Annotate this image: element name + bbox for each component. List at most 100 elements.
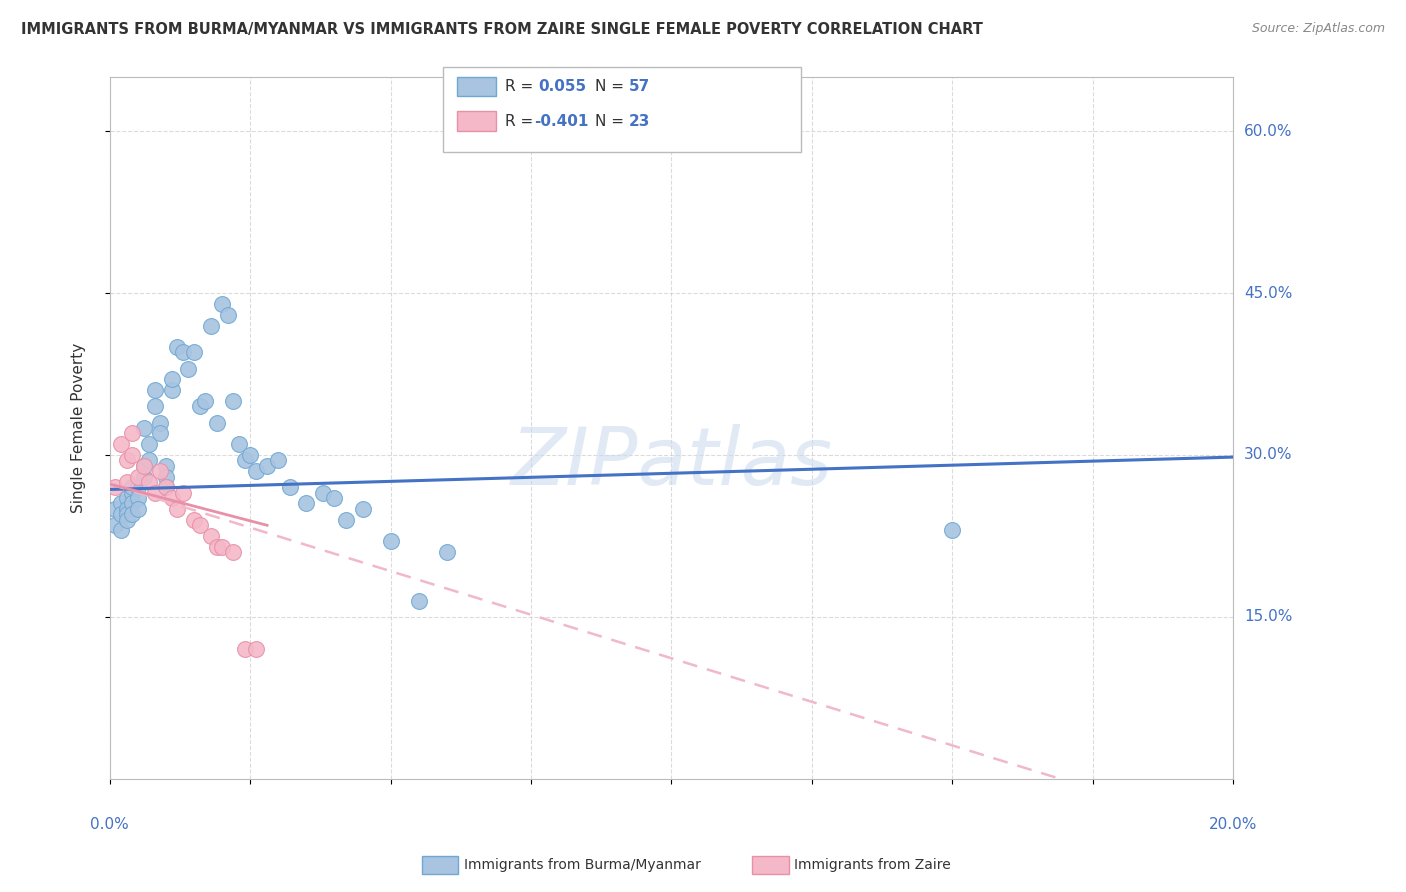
Text: 23: 23: [628, 114, 650, 128]
Point: [172, 345, 194, 359]
Point: [222, 545, 245, 559]
Point: [352, 501, 374, 516]
Point: [132, 421, 155, 435]
Point: [104, 501, 127, 516]
Point: [245, 464, 267, 478]
Point: [172, 485, 194, 500]
Point: [256, 458, 278, 473]
Point: [121, 426, 143, 441]
Point: [188, 518, 211, 533]
Text: 0.0%: 0.0%: [90, 817, 129, 832]
Point: [205, 540, 228, 554]
Point: [312, 485, 335, 500]
Point: [149, 464, 172, 478]
Text: 57: 57: [628, 79, 650, 94]
Point: [127, 469, 149, 483]
Point: [217, 308, 239, 322]
Point: [121, 448, 143, 462]
Text: 15.0%: 15.0%: [1244, 609, 1292, 624]
Point: [143, 400, 166, 414]
Text: 20.0%: 20.0%: [1209, 817, 1257, 832]
Point: [121, 485, 143, 500]
Point: [205, 416, 228, 430]
Point: [295, 496, 318, 510]
Point: [200, 529, 222, 543]
Point: [127, 480, 149, 494]
Point: [138, 475, 160, 489]
Point: [143, 383, 166, 397]
Point: [166, 340, 188, 354]
Point: [228, 437, 250, 451]
Text: R =: R =: [505, 114, 538, 128]
Point: [177, 361, 200, 376]
Text: 0.055: 0.055: [538, 79, 586, 94]
Point: [110, 437, 132, 451]
Point: [115, 508, 138, 522]
Point: [155, 480, 177, 494]
Text: Source: ZipAtlas.com: Source: ZipAtlas.com: [1251, 22, 1385, 36]
Point: [278, 480, 301, 494]
Point: [143, 485, 166, 500]
Point: [104, 480, 127, 494]
Point: [335, 513, 357, 527]
Point: [408, 593, 430, 607]
Point: [121, 480, 143, 494]
Point: [188, 400, 211, 414]
Point: [149, 416, 172, 430]
Text: Immigrants from Burma/Myanmar: Immigrants from Burma/Myanmar: [464, 858, 700, 872]
Point: [138, 453, 160, 467]
Point: [160, 383, 183, 397]
Point: [115, 513, 138, 527]
Point: [194, 394, 217, 409]
Point: [211, 540, 233, 554]
Point: [211, 297, 233, 311]
Point: [115, 491, 138, 505]
Point: [149, 426, 172, 441]
Point: [323, 491, 346, 505]
Point: [200, 318, 222, 333]
Text: N =: N =: [595, 79, 628, 94]
Text: R =: R =: [505, 79, 543, 94]
Point: [155, 480, 177, 494]
Point: [110, 524, 132, 538]
Point: [222, 394, 245, 409]
Point: [233, 453, 256, 467]
Point: [245, 642, 267, 657]
Point: [132, 469, 155, 483]
Point: [121, 496, 143, 510]
Point: [183, 345, 205, 359]
Point: [155, 458, 177, 473]
Point: [115, 453, 138, 467]
Point: [115, 501, 138, 516]
Text: -0.401: -0.401: [534, 114, 589, 128]
Point: [436, 545, 458, 559]
Text: 60.0%: 60.0%: [1244, 124, 1292, 139]
Point: [267, 453, 290, 467]
Point: [132, 458, 155, 473]
Point: [121, 508, 143, 522]
Point: [155, 469, 177, 483]
Point: [127, 491, 149, 505]
Point: [380, 534, 402, 549]
Point: [127, 501, 149, 516]
Point: [115, 475, 138, 489]
Point: [110, 496, 132, 510]
Point: [160, 372, 183, 386]
Text: IMMIGRANTS FROM BURMA/MYANMAR VS IMMIGRANTS FROM ZAIRE SINGLE FEMALE POVERTY COR: IMMIGRANTS FROM BURMA/MYANMAR VS IMMIGRA…: [21, 22, 983, 37]
Text: N =: N =: [595, 114, 628, 128]
Text: 45.0%: 45.0%: [1244, 285, 1292, 301]
Point: [183, 513, 205, 527]
Point: [941, 524, 963, 538]
Text: ZIPatlas: ZIPatlas: [510, 424, 832, 502]
Point: [160, 491, 183, 505]
Point: [138, 437, 160, 451]
Text: Immigrants from Zaire: Immigrants from Zaire: [794, 858, 950, 872]
Text: 30.0%: 30.0%: [1244, 448, 1292, 462]
Point: [110, 508, 132, 522]
Point: [239, 448, 262, 462]
Y-axis label: Single Female Poverty: Single Female Poverty: [72, 343, 86, 513]
Point: [166, 501, 188, 516]
Point: [233, 642, 256, 657]
Point: [104, 518, 127, 533]
Point: [132, 458, 155, 473]
